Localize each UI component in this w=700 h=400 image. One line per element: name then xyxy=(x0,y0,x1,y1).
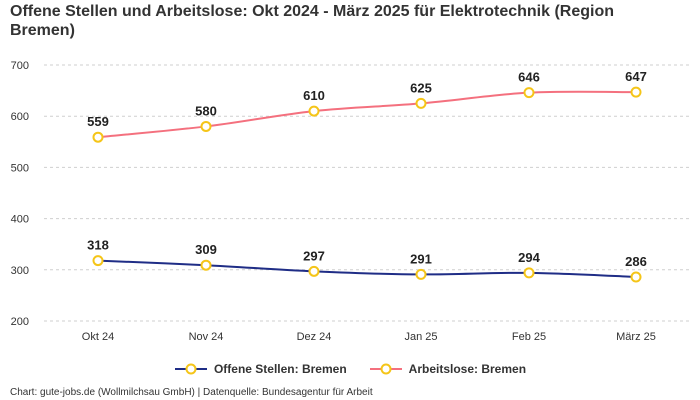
x-tick-label: Feb 25 xyxy=(512,331,546,343)
legend-label-arbeitslose: Arbeitslose: Bremen xyxy=(408,362,527,376)
line-chart: 200 300 400 500 600 700 Okt 24 Nov 24 Dez 24 Jan … xyxy=(11,60,692,343)
data-label-arbeitslose: 610 xyxy=(303,88,325,103)
series-line-arbeitslose xyxy=(97,90,637,139)
x-tick-label: März 25 xyxy=(616,331,656,343)
data-point-arbeitslose[interactable] xyxy=(200,120,212,132)
chart-title: Offene Stellen und Arbeitslose: Okt 2024… xyxy=(10,3,614,39)
data-label-arbeitslose: 580 xyxy=(195,103,217,118)
y-tick-label-500: 500 xyxy=(11,162,29,174)
data-point-arbeitslose[interactable] xyxy=(92,131,104,143)
data-label-offene-stellen: 286 xyxy=(625,254,647,269)
data-label-arbeitslose: 646 xyxy=(518,70,540,85)
chart-source-note: Chart: gute-jobs.de (Wollmilchsau GmbH) … xyxy=(10,387,373,398)
data-label-offene-stellen: 309 xyxy=(195,242,217,257)
data-point-arbeitslose[interactable] xyxy=(415,97,427,109)
y-tick-label-200: 200 xyxy=(11,316,29,328)
data-label-arbeitslose: 647 xyxy=(625,69,647,84)
data-point-arbeitslose[interactable] xyxy=(523,87,535,99)
data-label-offene-stellen: 294 xyxy=(518,250,540,265)
chart-legend: Offene Stellen: Bremen Arbeitslose: Brem… xyxy=(0,362,700,376)
legend-symbol-arbeitslose xyxy=(369,363,402,375)
data-point-offene-stellen[interactable] xyxy=(523,267,535,279)
y-tick-label-300: 300 xyxy=(11,265,29,277)
legend-item-offene-stellen[interactable]: Offene Stellen: Bremen xyxy=(174,362,347,376)
data-point-offene-stellen[interactable] xyxy=(630,271,642,283)
series-line-offene-stellen xyxy=(97,259,637,278)
legend-label-offene-stellen: Offene Stellen: Bremen xyxy=(213,362,347,376)
y-tick-label-600: 600 xyxy=(11,111,29,123)
data-point-offene-stellen[interactable] xyxy=(415,268,427,280)
data-point-offene-stellen[interactable] xyxy=(308,265,320,277)
x-tick-label: Nov 24 xyxy=(189,331,224,343)
data-label-arbeitslose: 559 xyxy=(87,114,109,129)
data-point-offene-stellen[interactable] xyxy=(92,255,104,267)
x-tick-label: Okt 24 xyxy=(82,331,114,343)
data-label-offene-stellen: 291 xyxy=(410,251,432,266)
data-point-arbeitslose[interactable] xyxy=(308,105,320,117)
x-tick-label: Dez 24 xyxy=(297,331,332,343)
data-label-offene-stellen: 318 xyxy=(87,238,109,253)
data-label-offene-stellen: 297 xyxy=(303,248,325,263)
data-point-offene-stellen[interactable] xyxy=(200,259,212,271)
legend-item-arbeitslose[interactable]: Arbeitslose: Bremen xyxy=(369,362,526,376)
legend-symbol-offene-stellen xyxy=(174,363,207,375)
data-point-arbeitslose[interactable] xyxy=(630,86,642,98)
x-tick-label: Jan 25 xyxy=(404,331,437,343)
y-tick-label-700: 700 xyxy=(11,60,29,72)
y-tick-label-400: 400 xyxy=(11,214,29,226)
data-label-arbeitslose: 625 xyxy=(410,80,432,95)
